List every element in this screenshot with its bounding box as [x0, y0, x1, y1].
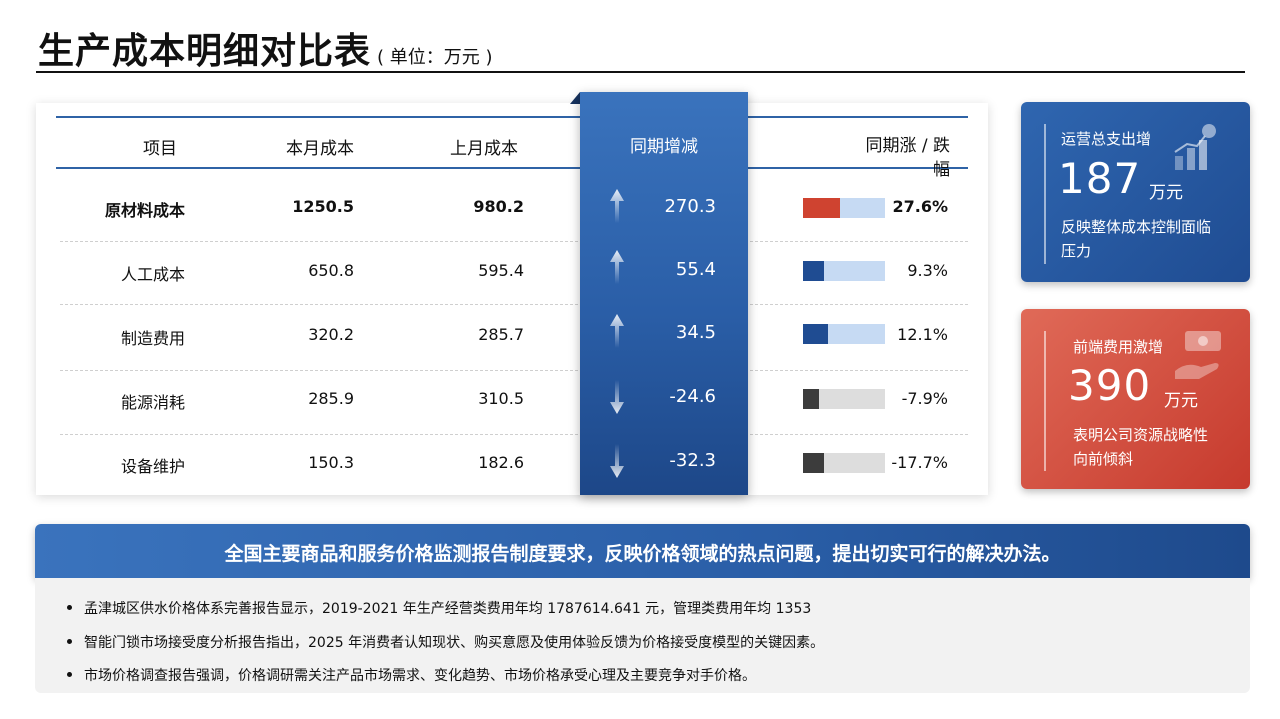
change-bar	[803, 453, 885, 473]
money-hand-icon	[1175, 331, 1221, 379]
summary-banner: 全国主要商品和服务价格监测报告制度要求，反映价格领域的热点问题，提出切实可行的解…	[35, 524, 1250, 578]
row-divider	[60, 241, 968, 242]
row-divider	[60, 434, 968, 435]
bullet	[67, 638, 72, 644]
row-this-month: 1250.5	[292, 197, 354, 216]
row-divider	[60, 304, 968, 305]
change-bar	[803, 324, 885, 344]
arrow-down-icon	[610, 444, 624, 478]
column-tab-shadow	[570, 92, 580, 104]
change-bar-fill	[803, 453, 824, 473]
kpi-accent-line	[1044, 124, 1046, 264]
note-text: 智能门锁市场接受度分析报告指出，2025 年消费者认知现状、购买意愿及使用体验反…	[84, 635, 825, 651]
row-change: -32.3	[669, 450, 716, 471]
row-this-month: 320.2	[308, 325, 354, 344]
unit-label: ( 单位：万元 )	[377, 47, 493, 68]
row-last-month: 310.5	[478, 389, 524, 408]
row-item: 设备维护	[121, 457, 186, 476]
list-item: 市场价格调查报告强调，价格调研需关注产品市场需求、变化趋势、市场价格承受心理及主…	[67, 665, 756, 685]
kpi-card-frontend-cost: 前端费用激增 390 万元 表明公司资源战略性向前倾斜	[1021, 309, 1250, 489]
row-this-month: 150.3	[308, 453, 354, 472]
bullet	[67, 604, 72, 610]
arrow-up-icon	[610, 314, 624, 348]
change-bar-fill	[803, 261, 824, 281]
row-pct: 12.1%	[897, 325, 948, 344]
header-yoy-change: 同期增减	[630, 137, 698, 157]
kpi-label: 运营总支出增	[1061, 130, 1152, 148]
growth-chart-icon	[1174, 124, 1216, 170]
change-bar	[803, 389, 885, 409]
kpi-description: 反映整体成本控制面临压力	[1061, 218, 1212, 260]
arrow-up-icon	[610, 189, 624, 223]
header-this-month: 本月成本	[286, 139, 354, 159]
title-divider	[36, 71, 1245, 73]
row-item: 能源消耗	[121, 393, 186, 412]
list-item: 智能门锁市场接受度分析报告指出，2025 年消费者认知现状、购买意愿及使用体验反…	[67, 632, 824, 652]
arrow-down-icon	[610, 380, 624, 414]
row-item: 原材料成本	[105, 201, 186, 220]
header-yoy-pct: 同期涨 / 跌幅	[865, 136, 950, 180]
header-rule-bottom	[56, 167, 968, 169]
row-change: 270.3	[664, 196, 716, 217]
kpi-unit: 万元	[1164, 391, 1198, 411]
header-item: 项目	[143, 139, 177, 159]
row-divider	[60, 370, 968, 371]
row-change: -24.6	[669, 386, 716, 407]
row-last-month: 182.6	[478, 453, 524, 472]
title-block: 生产成本明细对比表 ( 单位：万元 )	[38, 22, 493, 74]
row-pct: 9.3%	[907, 261, 948, 280]
row-pct: 27.6%	[892, 197, 948, 216]
row-change: 34.5	[675, 322, 716, 343]
banner-text: 全国主要商品和服务价格监测报告制度要求，反映价格领域的热点问题，提出切实可行的解…	[224, 543, 1061, 565]
change-bar-fill	[803, 389, 820, 409]
change-bar-fill	[803, 198, 840, 218]
row-last-month: 595.4	[478, 261, 524, 280]
row-last-month: 980.2	[473, 197, 524, 216]
change-bar	[803, 261, 885, 281]
header-last-month: 上月成本	[450, 139, 518, 159]
row-change: 55.4	[675, 259, 716, 280]
row-item: 制造费用	[121, 329, 186, 348]
kpi-value: 187	[1058, 154, 1142, 203]
notes-list: 孟津城区供水价格体系完善报告显示，2019-2021 年生产经营类费用年均 17…	[35, 578, 1250, 693]
yoy-change-column: 同期增减 270.3 55.4 34.5 -24.6 -32.3	[580, 92, 748, 495]
page-title: 生产成本明细对比表	[38, 31, 372, 72]
kpi-unit: 万元	[1149, 183, 1183, 203]
change-bar	[803, 198, 885, 218]
list-item: 孟津城区供水价格体系完善报告显示，2019-2021 年生产经营类费用年均 17…	[67, 598, 811, 618]
cost-table: 项目 本月成本 上月成本 同期涨 / 跌幅 原材料成本 1250.5 980.2…	[36, 103, 988, 495]
note-text: 孟津城区供水价格体系完善报告显示，2019-2021 年生产经营类费用年均 17…	[84, 601, 812, 617]
note-text: 市场价格调查报告强调，价格调研需关注产品市场需求、变化趋势、市场价格承受心理及主…	[84, 668, 756, 684]
header-rule-top	[56, 116, 968, 118]
row-item: 人工成本	[121, 265, 186, 284]
kpi-accent-line	[1044, 331, 1046, 471]
change-bar-fill	[803, 324, 828, 344]
kpi-description: 表明公司资源战略性向前倾斜	[1073, 426, 1209, 468]
row-pct: -17.7%	[891, 453, 948, 472]
row-pct: -7.9%	[901, 389, 948, 408]
row-this-month: 650.8	[308, 261, 354, 280]
kpi-card-operating-spend: 运营总支出增 187 万元 反映整体成本控制面临压力	[1021, 102, 1250, 282]
kpi-value: 390	[1068, 361, 1152, 410]
arrow-up-icon	[610, 250, 624, 284]
bullet	[67, 671, 72, 677]
row-last-month: 285.7	[478, 325, 524, 344]
row-this-month: 285.9	[308, 389, 354, 408]
kpi-label: 前端费用激增	[1073, 338, 1164, 356]
